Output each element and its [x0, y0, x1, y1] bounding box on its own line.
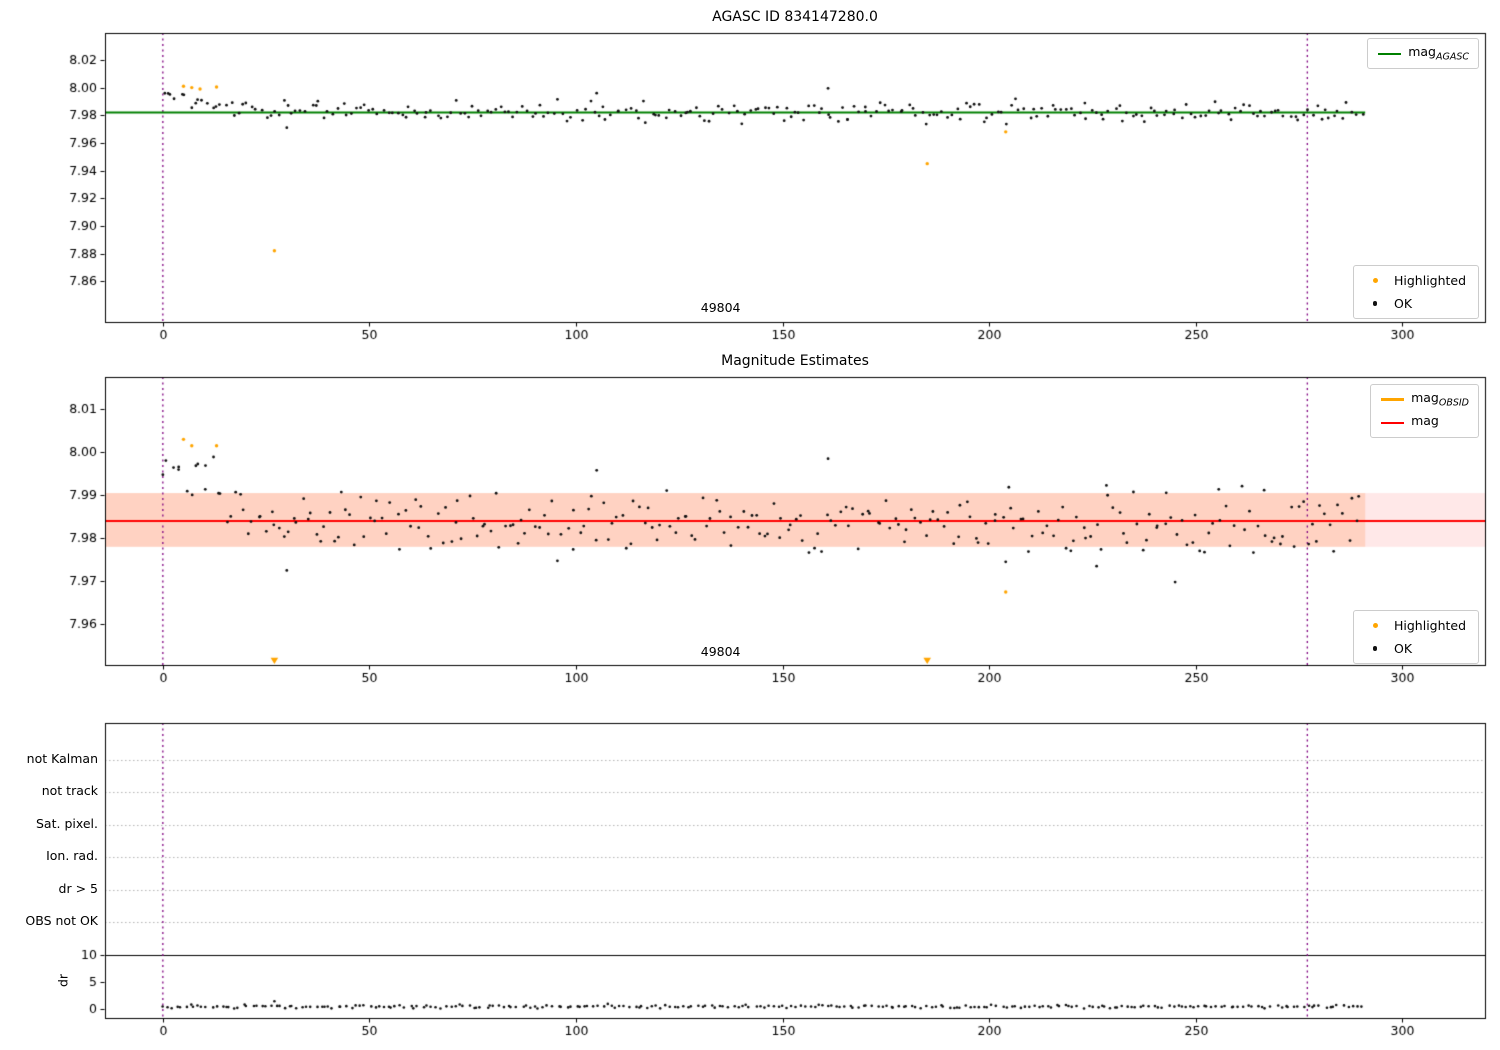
- swatch-area: [1363, 623, 1387, 628]
- legend-label-mag: mag: [1411, 413, 1439, 429]
- flag-tick-label: not Kalman: [26, 751, 98, 766]
- dr-axis-label: dr: [55, 973, 71, 988]
- legend-row-mag-obsid: magOBSID: [1380, 388, 1469, 411]
- highlighted-marker-swatch: [1372, 623, 1378, 628]
- flag-tick-label: OBS not OK: [25, 913, 98, 928]
- swatch-area: [1380, 397, 1404, 402]
- obsid-annotation: 49804: [700, 644, 741, 660]
- legend-label-ok: OK: [1394, 296, 1413, 311]
- swatch-area: [1363, 301, 1387, 306]
- ok-marker-swatch: [1372, 646, 1378, 651]
- legend-row-highlighted: Highlighted: [1363, 269, 1469, 292]
- legend-row-ok: OK: [1363, 637, 1469, 660]
- swatch-area: [1377, 52, 1401, 55]
- middle-plot-line-legend: magOBSID mag: [1370, 384, 1479, 438]
- mag-obsid-line-swatch: [1380, 397, 1404, 402]
- legend-label-mag-obsid: magOBSID: [1411, 390, 1469, 409]
- top-plot-marker-legend: Highlighted OK: [1353, 265, 1479, 319]
- flag-tick-label: Ion. rad.: [46, 848, 98, 864]
- middle-plot-marker-legend: Highlighted OK: [1353, 610, 1479, 664]
- obsid-annotation: 49804: [700, 300, 741, 316]
- mag-line-swatch: [1380, 421, 1404, 424]
- top-plot-line-legend: magAGASC: [1367, 38, 1479, 69]
- flag-tick-label: Sat. pixel.: [36, 815, 98, 831]
- flag-tick-label: dr > 5: [58, 880, 98, 896]
- middle-plot-title: Magnitude Estimates: [721, 353, 869, 369]
- legend-row-highlighted: Highlighted: [1363, 614, 1469, 637]
- legend-label-ok: OK: [1394, 641, 1413, 656]
- ok-marker-swatch: [1372, 301, 1378, 306]
- legend-label-mag-agasc: magAGASC: [1408, 44, 1469, 63]
- top-plot-title: AGASC ID 834147280.0: [712, 9, 878, 25]
- swatch-area: [1380, 421, 1404, 424]
- mag-agasc-line-swatch: [1377, 52, 1401, 55]
- legend-row-ok: OK: [1363, 292, 1469, 315]
- swatch-area: [1363, 278, 1387, 283]
- legend-row-mag-agasc: magAGASC: [1377, 42, 1469, 65]
- swatch-area: [1363, 646, 1387, 651]
- legend-row-mag: mag: [1380, 411, 1469, 434]
- flag-tick-label: not track: [41, 783, 98, 799]
- legend-label-highlighted: Highlighted: [1394, 273, 1467, 288]
- highlighted-marker-swatch: [1372, 278, 1378, 283]
- legend-label-highlighted: Highlighted: [1394, 618, 1467, 633]
